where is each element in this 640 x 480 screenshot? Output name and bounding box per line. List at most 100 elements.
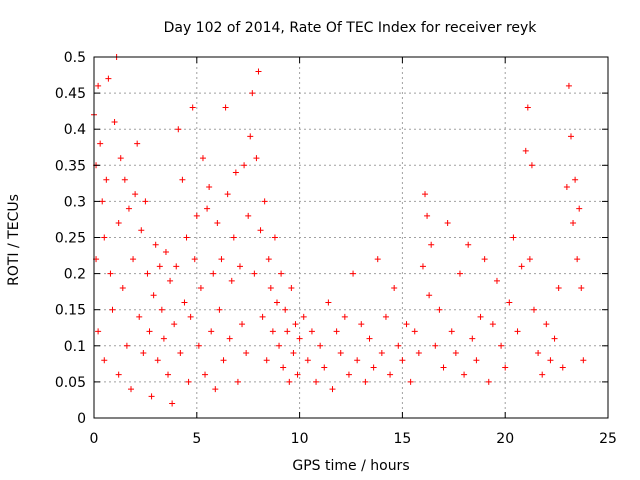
data-point [236, 263, 243, 270]
data-point [183, 234, 190, 241]
data-point [551, 335, 558, 342]
data-point [189, 104, 196, 111]
data-point [477, 313, 484, 320]
data-point [522, 147, 529, 154]
y-tick-label: 0.5 [64, 50, 86, 66]
x-axis-label: GPS time / hours [292, 458, 409, 474]
data-point [177, 350, 184, 357]
data-point [230, 234, 237, 241]
data-point [171, 321, 178, 328]
data-point [220, 357, 227, 364]
data-point [243, 350, 250, 357]
data-point [333, 328, 340, 335]
data-point [576, 205, 583, 212]
data-point [228, 277, 235, 284]
data-point [296, 335, 303, 342]
data-point [436, 306, 443, 313]
data-point [526, 256, 533, 263]
data-point [506, 299, 513, 306]
data-point [121, 176, 128, 183]
data-point [428, 241, 435, 248]
data-point [535, 350, 542, 357]
data-point [387, 371, 394, 378]
x-tick-label: 15 [393, 431, 411, 447]
data-point [241, 162, 248, 169]
data-point [528, 162, 535, 169]
y-axis-label: ROTI / TECUs [6, 194, 22, 286]
data-point [179, 176, 186, 183]
data-point [214, 220, 221, 227]
data-point [485, 378, 492, 385]
y-tick-label: 0.1 [64, 339, 86, 355]
data-point [498, 342, 505, 349]
data-point [263, 357, 270, 364]
data-point [271, 234, 278, 241]
data-point [251, 270, 258, 277]
data-point [395, 342, 402, 349]
data-point [136, 313, 143, 320]
data-point [109, 306, 116, 313]
data-point [128, 386, 135, 393]
data-point [578, 285, 585, 292]
data-point [276, 342, 283, 349]
data-point [148, 393, 155, 400]
data-point [175, 126, 182, 133]
data-point [247, 133, 254, 140]
data-point [269, 328, 276, 335]
data-point [123, 342, 130, 349]
y-tick-label: 0.35 [55, 158, 86, 174]
data-point [257, 227, 264, 234]
x-tick-label: 20 [496, 431, 514, 447]
data-point [162, 248, 169, 255]
data-point [559, 364, 566, 371]
y-tick-label: 0.2 [64, 267, 86, 283]
data-point [403, 321, 410, 328]
data-point [191, 256, 198, 263]
data-point [362, 378, 369, 385]
data-point [173, 263, 180, 270]
data-point [97, 140, 104, 147]
data-point [378, 350, 385, 357]
data-point [265, 256, 272, 263]
data-point [411, 328, 418, 335]
data-point [154, 357, 161, 364]
data-point [234, 378, 241, 385]
data-point [350, 270, 357, 277]
data-point [107, 270, 114, 277]
data-point [424, 212, 431, 219]
data-point [570, 220, 577, 227]
data-point [261, 198, 268, 205]
data-point [138, 227, 145, 234]
data-point [481, 256, 488, 263]
data-point [452, 350, 459, 357]
data-point [493, 277, 500, 284]
data-point [239, 321, 246, 328]
data-point [510, 234, 517, 241]
data-point [422, 191, 429, 198]
data-point [539, 371, 546, 378]
data-point [206, 183, 213, 190]
data-point [160, 335, 167, 342]
data-point [95, 82, 102, 89]
x-tick-label: 0 [90, 431, 99, 447]
data-point [267, 285, 274, 292]
data-point [580, 357, 587, 364]
data-point [407, 378, 414, 385]
data-point [444, 220, 451, 227]
data-point [547, 357, 554, 364]
data-point [167, 277, 174, 284]
data-point [374, 256, 381, 263]
data-point [212, 386, 219, 393]
data-point [524, 104, 531, 111]
data-point [345, 371, 352, 378]
x-tick-label: 5 [192, 431, 201, 447]
data-point [284, 328, 291, 335]
data-point [199, 155, 206, 162]
chart-title: Day 102 of 2014, Rate Of TEC Index for r… [164, 20, 538, 36]
x-tick-label: 25 [599, 431, 617, 447]
data-point [292, 321, 299, 328]
data-point [432, 342, 439, 349]
data-point [245, 212, 252, 219]
data-point [197, 285, 204, 292]
y-tick-label: 0.45 [55, 86, 86, 102]
